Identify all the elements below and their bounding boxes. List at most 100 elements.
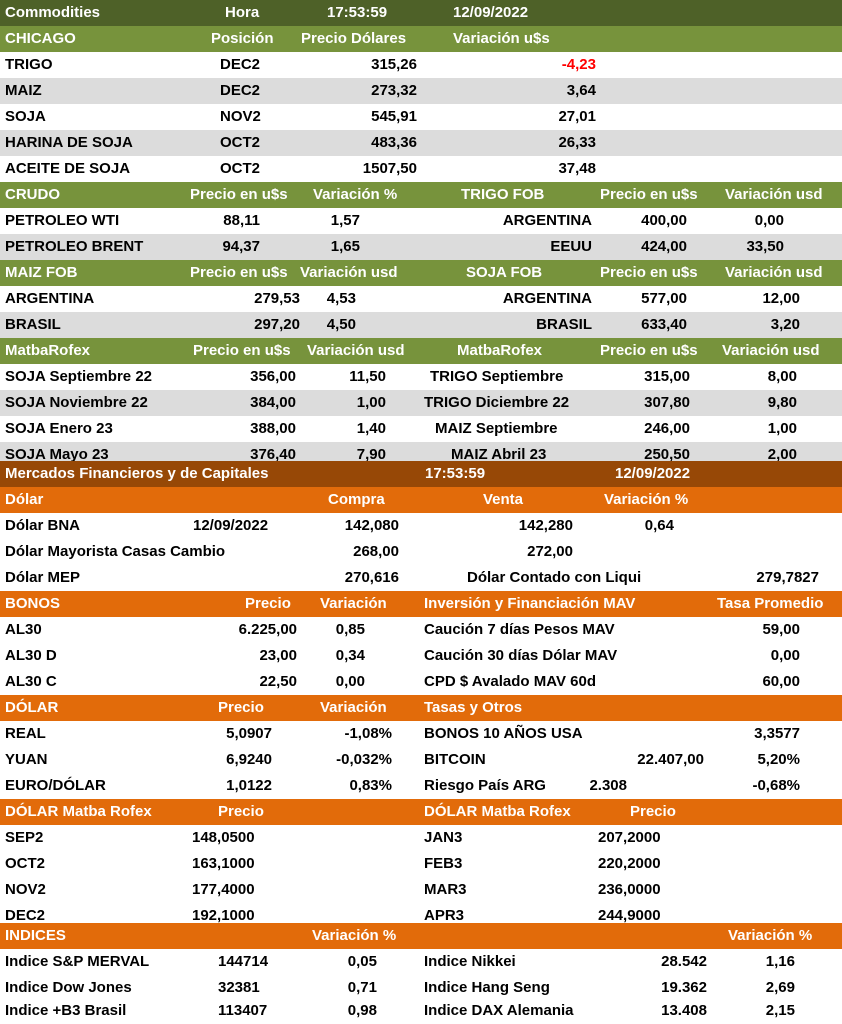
matba-right-price: 246,00 (644, 420, 690, 437)
matba-dolar-left-name: SEP2 (5, 829, 44, 846)
commodity-name: MAIZ (5, 82, 42, 99)
commodities-date: 12/09/2022 (453, 4, 529, 21)
dolar-variation-header: Variación % (604, 491, 689, 508)
matba-dolar-right-name: MAR3 (424, 881, 467, 898)
table-row: SOJA Noviembre 22 384,00 1,00 TRIGO Dici… (0, 390, 842, 416)
dolar-bna-name: Dólar BNA (5, 517, 81, 534)
financial-time: 17:53:59 (425, 465, 486, 482)
matba-dolar-right-price-header: Precio (630, 803, 676, 820)
bonos-usa-value: 3,3577 (754, 725, 800, 742)
crudo-variation: 1,65 (330, 238, 360, 255)
crudo-price-header: Precio en u$s (190, 186, 288, 203)
soja-fob-variation: 12,00 (762, 290, 800, 307)
matba-left-price: 384,00 (250, 394, 296, 411)
maiz-fob-variation-header: Variación usd (300, 264, 398, 281)
commodity-variation: -4,23 (561, 56, 596, 73)
dolar-title: Dólar (5, 491, 44, 508)
indices-title: INDICES (5, 927, 66, 944)
fx-variation-header: Variación (320, 699, 387, 716)
commodity-price: 545,91 (371, 108, 417, 125)
matba-dolar-right-name: APR3 (424, 907, 465, 924)
bono-variation: 0,34 (335, 647, 365, 664)
bono-name: AL30 (5, 621, 42, 638)
matba-dolar-left-price: 148,0500 (192, 829, 255, 846)
commodity-position: NOV2 (220, 108, 261, 125)
chicago-title: CHICAGO (5, 30, 76, 47)
trigo-fob-name: ARGENTINA (502, 212, 592, 229)
dolar-bna-buy: 142,080 (344, 517, 399, 534)
matba-right-title: MatbaRofex (457, 342, 543, 359)
dolar-mayorista-sell: 272,00 (527, 543, 573, 560)
matba-left-variation-header: Variación usd (307, 342, 405, 359)
matba-left-variation: 11,50 (349, 368, 386, 385)
indices-right-variation-header: Variación % (728, 927, 813, 944)
dolar-header-row: Dólar Compra Venta Variación % (0, 487, 842, 513)
matba-dolar-right-price: 236,0000 (598, 881, 661, 898)
commodity-name: HARINA DE SOJA (5, 134, 133, 151)
financial-title: Mercados Financieros y de Capitales (5, 465, 269, 482)
table-row: MAIZ DEC2 273,32 3,64 (0, 78, 842, 104)
soja-fob-name: BRASIL (536, 316, 592, 333)
hora-label: Hora (225, 4, 260, 21)
bonos-variation-header: Variación (320, 595, 387, 612)
matba-right-variation: 2,00 (767, 446, 797, 463)
table-row: SEP2 148,0500 JAN3 207,2000 (0, 825, 842, 851)
matba-dolar-header-row: DÓLAR Matba Rofex Precio DÓLAR Matba Rof… (0, 799, 842, 825)
matba-right-variation: 8,00 (767, 368, 797, 385)
maiz-fob-title: MAIZ FOB (5, 264, 78, 281)
crudo-price: 88,11 (223, 212, 260, 229)
dolar-mayorista-buy: 268,00 (353, 543, 399, 560)
crudo-price: 94,37 (222, 238, 260, 255)
matba-left-variation: 1,00 (356, 394, 386, 411)
table-row: TRIGO DEC2 315,26 -4,23 (0, 52, 842, 78)
table-row: NOV2 177,4000 MAR3 236,0000 (0, 877, 842, 903)
matba-left-name: SOJA Mayo 23 (5, 446, 109, 463)
index-name: Indice Dow Jones (5, 979, 132, 996)
index-name: Indice Hang Seng (424, 979, 550, 996)
mav-name: Caución 7 días Pesos MAV (424, 621, 615, 638)
crudo-name: PETROLEO WTI (5, 212, 120, 229)
index-value: 13.408 (661, 1002, 707, 1019)
crudo-variation-header: Variación % (313, 186, 398, 203)
matba-dolar-right-price: 244,9000 (598, 907, 661, 924)
index-value: 28.542 (661, 953, 707, 970)
index-variation: 1,16 (765, 953, 795, 970)
index-value: 19.362 (661, 979, 707, 996)
commodity-variation: 37,48 (558, 160, 596, 177)
matba-right-variation-header: Variación usd (722, 342, 820, 359)
matba-left-name: SOJA Septiembre 22 (5, 368, 153, 385)
index-value: 144714 (218, 953, 269, 970)
table-row: HARINA DE SOJA OCT2 483,36 26,33 (0, 130, 842, 156)
dolar-sell-header: Venta (483, 491, 524, 508)
matba-dolar-right-price: 220,2000 (598, 855, 661, 872)
table-row: SOJA Septiembre 22 356,00 11,50 TRIGO Se… (0, 364, 842, 390)
commodity-position: DEC2 (220, 82, 261, 99)
soja-fob-price: 633,40 (641, 316, 687, 333)
dolar-mayorista-name: Dólar Mayorista Casas Cambio (5, 543, 226, 560)
soja-fob-title: SOJA FOB (466, 264, 543, 281)
table-row: OCT2 163,1000 FEB3 220,2000 (0, 851, 842, 877)
matba-dolar-left-price: 192,1000 (192, 907, 255, 924)
matba-right-price: 315,00 (644, 368, 690, 385)
fx-variation: 0,83% (349, 777, 392, 794)
indices-left-variation-header: Variación % (312, 927, 397, 944)
fx-title: DÓLAR (5, 699, 59, 716)
table-row: EURO/DÓLAR 1,0122 0,83% Riesgo País ARG … (0, 773, 842, 799)
mav-name: Caución 30 días Dólar MAV (424, 647, 618, 664)
table-row: SOJA Enero 23 388,00 1,40 MAIZ Septiembr… (0, 416, 842, 442)
bono-name: AL30 D (5, 647, 57, 664)
commodity-position: OCT2 (220, 134, 261, 151)
matba-dolar-left-title: DÓLAR Matba Rofex (5, 803, 152, 820)
table-row: PETROLEO WTI 88,11 1,57 ARGENTINA 400,00… (0, 208, 842, 234)
matba-left-price-header: Precio en u$s (193, 342, 291, 359)
matba-right-name: TRIGO Diciembre 22 (424, 394, 570, 411)
dolar-bna-date: 12/09/2022 (193, 517, 269, 534)
indices-header-row: INDICES Variación % Variación % (0, 923, 842, 949)
commodity-price: 483,36 (371, 134, 417, 151)
chicago-variation-header: Variación u$s (453, 30, 550, 47)
table-row: Dólar BNA 12/09/2022 142,080 142,280 0,6… (0, 513, 842, 539)
commodities-header-row: Commodities Hora 17:53:59 12/09/2022 (0, 0, 842, 26)
dolar-buy-header: Compra (328, 491, 385, 508)
matba-left-name: SOJA Noviembre 22 (5, 394, 148, 411)
